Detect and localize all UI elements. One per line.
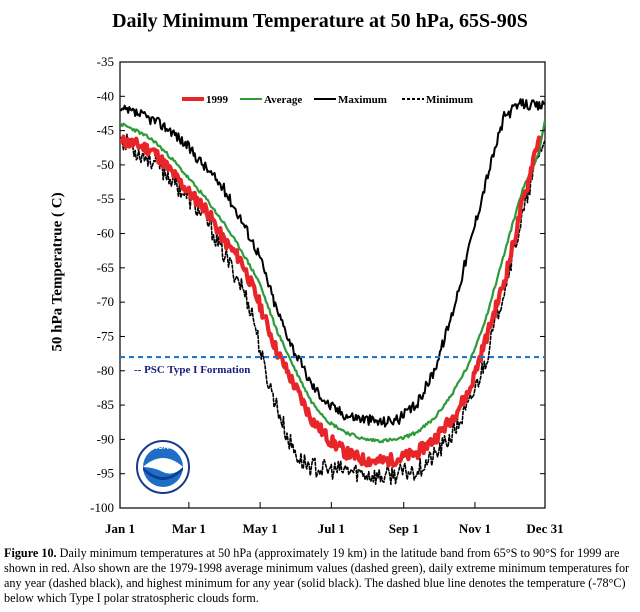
psc-reference-label: -- PSC Type I Formation bbox=[134, 364, 250, 376]
y-tick-label: -50 bbox=[97, 157, 114, 172]
x-tick-label: Sep 1 bbox=[389, 521, 419, 536]
y-tick-label: -95 bbox=[97, 466, 114, 481]
y-tick-label: -35 bbox=[97, 54, 114, 69]
chart-title: Daily Minimum Temperature at 50 hPa, 65S… bbox=[112, 10, 528, 32]
y-tick-label: -85 bbox=[97, 397, 114, 412]
legend-label-1999: 1999 bbox=[206, 94, 229, 106]
x-tick-label: Nov 1 bbox=[459, 521, 491, 536]
axis-layer: -35-40-45-50-55-60-65-70-75-80-85-90-95-… bbox=[90, 54, 563, 536]
x-tick-label: May 1 bbox=[243, 521, 278, 536]
legend-label-average: Average bbox=[264, 94, 302, 106]
series-line-minimum bbox=[120, 133, 545, 486]
y-tick-label: -70 bbox=[97, 294, 114, 309]
caption-label: Figure 10. bbox=[4, 546, 57, 560]
y-tick-label: -80 bbox=[97, 363, 114, 378]
legend: 1999 Average Maximum Minimum bbox=[182, 94, 473, 106]
y-tick-label: -45 bbox=[97, 123, 114, 138]
y-tick-label: -55 bbox=[97, 191, 114, 206]
x-tick-label: Jan 1 bbox=[105, 521, 135, 536]
plot-frame bbox=[119, 61, 546, 509]
y-tick-label: -65 bbox=[97, 260, 114, 275]
caption-text: Daily minimum temperatures at 50 hPa (ap… bbox=[4, 546, 630, 605]
y-tick-label: -90 bbox=[97, 431, 114, 446]
y-tick-label: -75 bbox=[97, 328, 114, 343]
series-line-1999 bbox=[120, 134, 542, 468]
noaa-logo-text: NOAA bbox=[153, 444, 174, 451]
figure-caption: Figure 10. Daily minimum temperatures at… bbox=[4, 546, 636, 606]
chart-svg: -- PSC Type I Formation -35 -40 -45 -50 -55 -… bbox=[90, 54, 563, 536]
y-tick-label: -40 bbox=[97, 88, 114, 103]
x-tick-label: Jul 1 bbox=[318, 521, 345, 536]
series-layer bbox=[120, 98, 545, 486]
legend-label-minimum: Minimum bbox=[426, 94, 473, 106]
x-tick-label: Mar 1 bbox=[172, 521, 206, 536]
legend-label-maximum: Maximum bbox=[338, 94, 387, 106]
y-tick-label: -60 bbox=[97, 226, 114, 241]
noaa-logo-icon: NOAA bbox=[136, 440, 190, 494]
reference-layer: -- PSC Type I Formation bbox=[120, 355, 545, 376]
series-line-maximum bbox=[120, 98, 545, 428]
series-line-average bbox=[120, 119, 545, 444]
y-tick-label: -100 bbox=[90, 500, 114, 515]
x-tick-label: Dec 31 bbox=[526, 521, 563, 536]
